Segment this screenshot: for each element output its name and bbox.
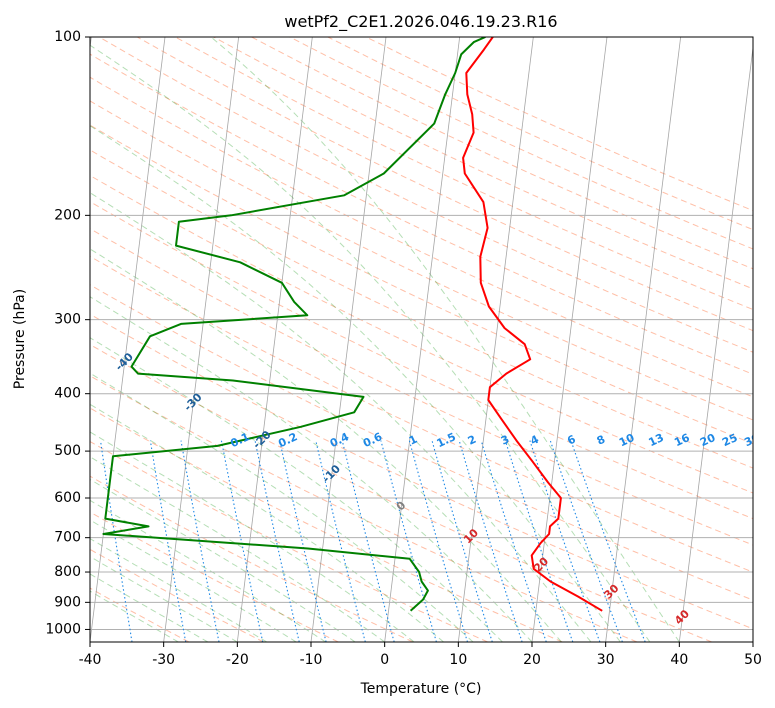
moist-adiabat-line [90,248,562,642]
x-tick-label: -20 [226,652,249,668]
dry-adiabat-line [90,124,753,445]
x-tick-label: -10 [300,652,323,668]
moist-adiabat-line [90,555,238,642]
dry-adiabat-line [90,149,753,469]
plot-frame [89,36,754,643]
dry-adiabat-line [90,201,753,520]
y-tick-label: 500 [54,443,81,459]
dry-adiabat-line [90,284,753,601]
mixing-ratio-line [529,440,601,642]
temperature-trace [462,37,603,612]
moist-adiabat-line [90,192,592,642]
mixing-ratio-line [279,440,327,642]
y-tick-label: 400 [54,386,81,402]
plot-area: -100-90-80-70-60-50-40-30-20-10010203040… [90,37,762,642]
moist-adiabat-line [90,337,503,642]
y-axis-ticks: 100 200 300 400 500 600 700 800 900 1000 [45,29,90,637]
dry-adiabat-line [90,53,753,375]
x-tick-label: 40 [670,652,688,668]
x-tick-label: 30 [597,652,615,668]
y-tick-label: 700 [54,530,81,546]
chart-title: wetPf2_C2E1.2026.046.19.23.R16 [284,12,557,32]
x-tick-label: -40 [79,652,102,668]
y-tick-label: 300 [54,312,81,328]
mixing-ratio-lines [99,440,646,642]
x-tick-label: 10 [449,652,467,668]
dry-adiabat-line [90,440,488,642]
x-axis-label: Temperature (°C) [360,681,482,697]
mixing-ratio-line [315,440,366,642]
mixing-ratio-line [549,440,623,642]
x-tick-label: 50 [744,652,762,668]
moist-adiabat-line [90,44,651,642]
mixing-ratio-line [220,440,264,642]
y-axis-label: Pressure (hPa) [12,289,28,389]
mixing-ratio-line [408,440,469,642]
dry-adiabat-line [90,548,264,642]
x-tick-label: 20 [523,652,541,668]
isotherm-line [236,37,313,642]
dry-adiabat-line [90,228,753,546]
dewpoint-trace [102,37,486,612]
moist-adiabat-line [90,372,474,642]
isotherm-line [605,37,682,642]
y-tick-label: 800 [54,564,81,580]
dry-adiabat-line [90,511,339,642]
mixing-ratio-label: 20 [698,431,718,449]
mixing-ratio-label: 10 [617,431,637,449]
dry-adiabat-line [90,343,712,642]
moist-adiabat-line [90,590,179,642]
x-tick-label: 0 [380,652,389,668]
moist-adiabat-line [90,456,385,642]
mixing-ratio-line [254,440,300,642]
mixing-ratio-line [341,440,395,642]
x-tick-label: -30 [152,652,175,668]
dry-adiabat-line [175,37,753,311]
sounding-traces [102,37,603,612]
mixing-ratio-label: 30 [742,431,762,449]
moist-adiabats [90,37,680,642]
moist-adiabat-line [90,519,297,642]
mixing-ratio-line [99,440,133,642]
dry-adiabat-line [90,407,563,642]
dry-adiabats [90,37,753,642]
mixing-ratio-line [149,440,187,642]
y-tick-label: 600 [54,490,81,506]
isotherm-line [457,37,534,642]
dry-adiabat-line [90,255,753,573]
isotherms [90,37,753,642]
dry-adiabat-line [136,37,753,332]
dry-adiabat-line [90,375,638,642]
mixing-ratio-line [431,440,493,642]
isotherm-line [90,37,166,642]
mixing-ratio-line [180,440,220,642]
moist-adiabat-line [90,573,209,642]
y-tick-label: 100 [54,29,81,45]
moist-adiabat-line [210,37,680,642]
y-tick-label: 200 [54,207,81,223]
moist-adiabat-line [90,538,268,642]
dry-adiabat-line [90,76,753,398]
mixing-ratio-label: 13 [647,431,666,449]
mixing-ratio-label: 16 [672,431,692,449]
isotherm-line [310,37,387,642]
y-tick-label: 1000 [45,621,81,637]
pressure-gridlines [90,37,753,630]
x-axis-ticks: -40 -30 -20 -10 0 10 20 30 40 50 [79,642,762,668]
isotherm-line [384,37,461,642]
isotherm-line [531,37,608,642]
y-tick-label: 900 [54,594,81,610]
mixing-ratio-line [570,440,646,642]
mixing-ratio-line [380,440,437,642]
isotherm-line [163,37,240,642]
moist-adiabat-line [90,431,415,642]
moist-adiabat-line [90,125,621,642]
isotherm-line [678,44,753,642]
mixing-ratio-label: 25 [720,431,739,449]
dry-adiabat-line [90,313,753,630]
moist-adiabat-line [90,296,533,642]
